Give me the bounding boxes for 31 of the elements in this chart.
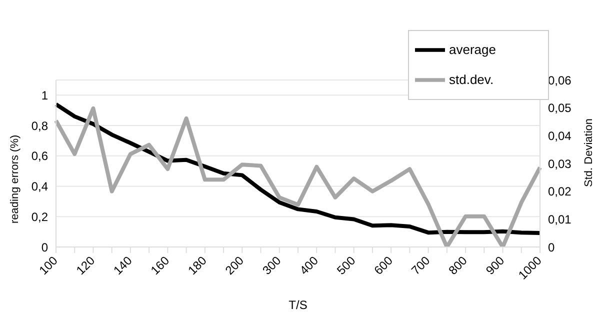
- y2-tick-label: 0,05: [548, 101, 572, 116]
- x-tick-label: 200: [222, 253, 247, 278]
- x-tick-label: 180: [185, 253, 210, 278]
- y-tick-label: 0,8: [31, 118, 48, 133]
- y2-tick-label: 0,06: [548, 73, 572, 88]
- y2-tick-label: 0,02: [548, 184, 572, 199]
- x-tick-label: 160: [148, 253, 172, 278]
- y2-tick-label: 0,04: [548, 128, 572, 143]
- legend-label: average: [449, 42, 496, 58]
- y-tick-label: 0: [41, 240, 48, 254]
- y-tick-label: 0,2: [31, 210, 48, 224]
- x-tick-label: 300: [260, 253, 284, 278]
- y-tick-label: 0,6: [31, 149, 48, 164]
- x-tick-label: 600: [371, 253, 396, 278]
- x-tick-label: 100: [36, 253, 61, 278]
- x-tick-label: 500: [334, 253, 358, 278]
- y2-tick-label: 0: [548, 240, 555, 254]
- y-axis-title: reading errors (%): [8, 134, 21, 224]
- x-tick-label: 800: [446, 253, 470, 278]
- y-tick-label: 0,4: [31, 180, 48, 194]
- y-tick-label: 1: [41, 88, 48, 102]
- y2-tick-label: 0,01: [548, 212, 572, 226]
- x-tick-label: 140: [110, 253, 136, 278]
- x-tick-label: 120: [74, 253, 98, 278]
- x-axis-title: T/S: [288, 298, 308, 312]
- x-tick-label: 900: [483, 253, 508, 278]
- x-tick-label: 700: [408, 253, 433, 278]
- legend-label: std.dev.: [449, 72, 494, 88]
- y2-tick-label: 0,03: [548, 156, 572, 171]
- x-tick-label: 400: [296, 253, 322, 278]
- y2-axis-title: Std. Deviation: [582, 118, 595, 187]
